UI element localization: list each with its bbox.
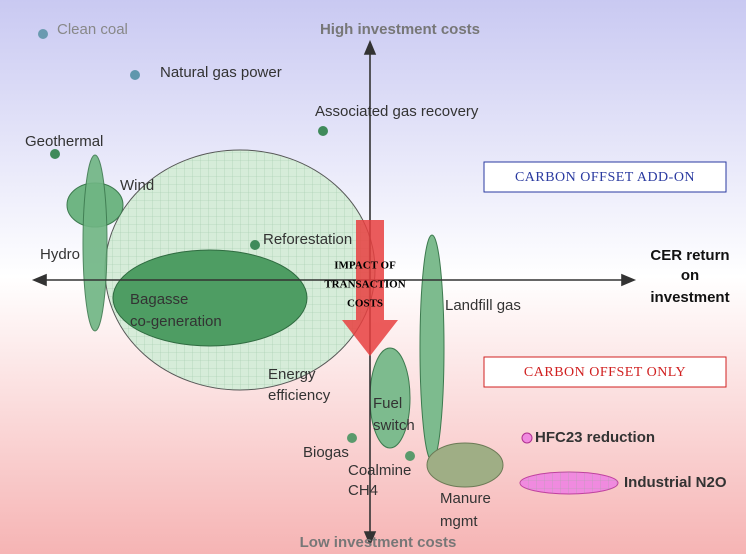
n2o-grid [520, 472, 618, 494]
arrow-head [621, 273, 637, 287]
label: co-generation [130, 313, 222, 330]
label: Wind [120, 177, 154, 194]
axis-label: investment [650, 289, 729, 306]
label: Geothermal [25, 133, 103, 150]
dot [521, 432, 533, 444]
box-label: CARBON OFFSET ADD-ON [515, 170, 695, 185]
axis-label: on [681, 267, 699, 284]
regions [66, 149, 619, 495]
label: switch [373, 417, 415, 434]
label: Landfill gas [445, 297, 521, 314]
label: Energy [268, 366, 316, 383]
label: Reforestation [263, 231, 352, 248]
label: Associated gas recovery [315, 103, 479, 120]
label: Industrial N2O [624, 474, 727, 491]
impact-label: TRANSACTION [324, 279, 405, 291]
dots [38, 29, 533, 461]
dot [130, 70, 140, 80]
arrow-head [31, 273, 47, 287]
label: Clean coal [57, 21, 128, 38]
dot [38, 29, 48, 39]
impact-arrow [342, 220, 398, 356]
label: Natural gas power [160, 64, 282, 81]
label: Bagasse [130, 291, 188, 308]
impact-label: IMPACT OF [334, 260, 396, 272]
label: HFC23 reduction [535, 429, 655, 446]
add-on-box [483, 161, 727, 193]
label: Fuel [373, 395, 402, 412]
label: efficiency [268, 387, 331, 404]
label: mgmt [440, 513, 478, 530]
dot [318, 126, 328, 136]
box-label: CARBON OFFSET ONLY [524, 365, 686, 380]
label: Biogas [303, 444, 349, 461]
bagasse-region [112, 249, 308, 347]
dot [405, 451, 415, 461]
impact-label: COSTS [347, 298, 383, 310]
label: Manure [440, 490, 491, 507]
dot [347, 433, 357, 443]
arrow-head [363, 531, 377, 547]
dot [50, 149, 60, 159]
axis-label: High investment costs [320, 21, 480, 38]
only-box [483, 356, 727, 388]
label: Coalmine [348, 462, 411, 479]
axis-label: CER return [650, 247, 729, 264]
label: Hydro [40, 246, 80, 263]
label: CH4 [348, 482, 378, 499]
landfill-region [419, 234, 445, 462]
arrow-head [363, 39, 377, 55]
dot [250, 240, 260, 250]
axis-label: Low investment costs [300, 534, 457, 551]
hydro-region [82, 154, 108, 332]
manure-region [426, 442, 504, 488]
